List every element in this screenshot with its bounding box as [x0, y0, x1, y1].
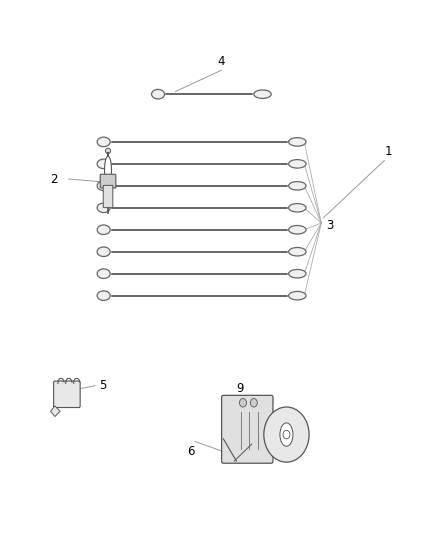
FancyBboxPatch shape	[100, 174, 116, 188]
Ellipse shape	[289, 159, 306, 168]
Ellipse shape	[289, 204, 306, 212]
FancyBboxPatch shape	[103, 185, 113, 208]
Text: 6: 6	[187, 445, 194, 458]
Polygon shape	[50, 406, 60, 417]
Ellipse shape	[97, 225, 110, 235]
Text: 9: 9	[236, 382, 244, 395]
Text: 1: 1	[385, 145, 392, 158]
Ellipse shape	[97, 291, 110, 301]
Ellipse shape	[106, 148, 111, 154]
FancyBboxPatch shape	[222, 395, 273, 463]
Ellipse shape	[97, 181, 110, 191]
Ellipse shape	[280, 423, 293, 446]
Ellipse shape	[289, 138, 306, 146]
Circle shape	[240, 399, 247, 407]
Ellipse shape	[289, 270, 306, 278]
Ellipse shape	[97, 203, 110, 213]
FancyBboxPatch shape	[53, 381, 80, 408]
Ellipse shape	[152, 90, 165, 99]
Ellipse shape	[289, 247, 306, 256]
Ellipse shape	[97, 269, 110, 278]
Ellipse shape	[289, 225, 306, 234]
Circle shape	[264, 407, 309, 462]
Ellipse shape	[289, 182, 306, 190]
Ellipse shape	[97, 137, 110, 147]
Ellipse shape	[97, 159, 110, 168]
Text: 2: 2	[50, 173, 57, 185]
Circle shape	[251, 399, 257, 407]
Circle shape	[283, 430, 290, 439]
Ellipse shape	[289, 292, 306, 300]
Text: 5: 5	[99, 379, 107, 392]
Text: 4: 4	[217, 55, 225, 68]
Text: 3: 3	[326, 219, 334, 232]
Ellipse shape	[97, 247, 110, 256]
Polygon shape	[223, 398, 252, 461]
Ellipse shape	[105, 156, 112, 184]
Ellipse shape	[254, 90, 271, 99]
